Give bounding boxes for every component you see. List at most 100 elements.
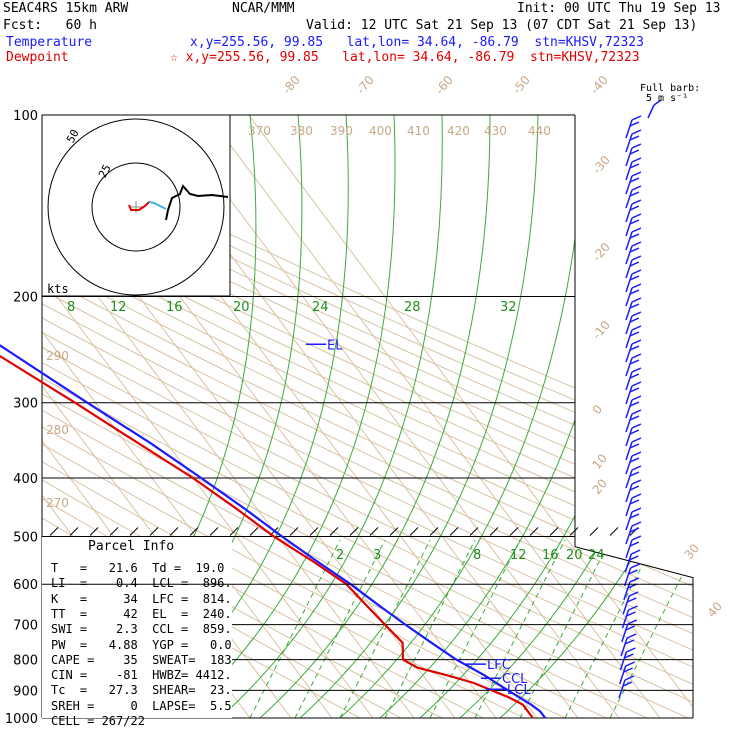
barb-flag bbox=[629, 485, 640, 491]
ground-hatch-8 bbox=[209, 527, 219, 536]
barb-flag bbox=[631, 325, 642, 331]
moist-adiabat-11 bbox=[499, 115, 693, 718]
barb-flag bbox=[629, 443, 640, 449]
mixing-ratio-lower-label-3: 12 bbox=[510, 548, 527, 563]
ground-hatch-5 bbox=[149, 527, 159, 536]
parcel-info-row: LI = 0.4 LCL = 896. bbox=[51, 576, 232, 591]
hodograph-unit-label: kts bbox=[47, 282, 69, 296]
barb-flag bbox=[629, 163, 640, 169]
ground-hatch-19 bbox=[429, 527, 439, 536]
barb-flag bbox=[631, 395, 642, 401]
hodograph-ring-25 bbox=[91, 162, 181, 252]
pressure-tick-label-300: 300 bbox=[13, 397, 38, 412]
barb-staff bbox=[625, 511, 633, 531]
ground-hatch-1 bbox=[69, 527, 79, 536]
barb-staff bbox=[625, 483, 633, 503]
mixing-ratio-lower-label-4: 16 bbox=[542, 548, 559, 563]
barb-staff bbox=[625, 287, 633, 307]
ground-hatch-6 bbox=[169, 527, 179, 536]
barb-flag bbox=[631, 185, 642, 191]
barb-flag bbox=[625, 625, 636, 631]
isotherm-label--60: -60 bbox=[433, 73, 456, 97]
parcel-info-row: SWI = 2.3 CCL = 859. bbox=[51, 622, 232, 637]
isotherm-label-30: 30 bbox=[682, 541, 703, 562]
barb-flag bbox=[631, 423, 642, 429]
ground-hatch-25 bbox=[549, 527, 559, 536]
dry-adiabat-340 bbox=[42, 115, 693, 718]
dewpoint-location-info: ☆ x,y=255.56, 99.85 lat,lon= 34.64, -86.… bbox=[170, 50, 640, 65]
barb-staff bbox=[625, 189, 633, 209]
el-marker-label: EL bbox=[327, 338, 343, 353]
isotherm-label-10: 10 bbox=[590, 451, 611, 472]
mixing-ratio-line-4 bbox=[429, 539, 521, 718]
valid-time: Valid: 12 UTC Sat 21 Sep 13 (07 CDT Sat … bbox=[306, 18, 698, 33]
dry-adiabat-380 bbox=[42, 115, 693, 718]
barb-flag bbox=[629, 191, 640, 197]
barb-flag bbox=[628, 605, 638, 611]
ground-hatch-26 bbox=[569, 527, 579, 536]
barb-flag bbox=[631, 297, 642, 303]
barb-staff bbox=[619, 651, 628, 671]
barb-flag bbox=[628, 591, 639, 597]
barb-flag bbox=[631, 437, 642, 443]
mixing-ratio-lower-label-5: 20 bbox=[566, 548, 583, 563]
barb-flag bbox=[629, 303, 640, 309]
mixing-ratio-label-8: 8 bbox=[67, 300, 75, 315]
isotherm-label-40: 40 bbox=[705, 599, 726, 620]
dry-adiabat-330 bbox=[42, 115, 689, 718]
ground-hatch-14 bbox=[329, 527, 339, 536]
barb-staff bbox=[625, 147, 633, 167]
pressure-tick-label-900: 900 bbox=[13, 684, 38, 699]
barb-flag bbox=[631, 255, 642, 261]
barb-staff bbox=[621, 623, 629, 643]
lfc-marker-label: LFC bbox=[487, 658, 511, 673]
barb-flag bbox=[631, 115, 642, 121]
barb-flag bbox=[631, 535, 642, 541]
barb-flag bbox=[629, 401, 640, 407]
barb-flag bbox=[629, 247, 640, 253]
barb-flag bbox=[629, 275, 640, 281]
dry-adiabat-460 bbox=[42, 115, 693, 718]
dry-adiabat-300 bbox=[42, 115, 566, 718]
moist-adiabat-3 bbox=[179, 115, 396, 718]
dry-adiabat-500 bbox=[42, 115, 693, 718]
mixing-ratio-line-1 bbox=[294, 539, 386, 718]
ground-hatch-16 bbox=[369, 527, 379, 536]
isotherm-label-0: 0 bbox=[590, 402, 606, 417]
barb-staff bbox=[625, 413, 633, 433]
barb-flag bbox=[629, 177, 640, 183]
theta-label-440: 440 bbox=[528, 124, 551, 138]
dry-adiabat-440 bbox=[42, 115, 693, 718]
barb-flag bbox=[628, 555, 639, 561]
isotherm-label-20: 20 bbox=[590, 476, 611, 497]
moist-adiabat-4 bbox=[219, 115, 443, 718]
barb-flag bbox=[629, 499, 640, 505]
barb-flag bbox=[630, 563, 640, 569]
barb-staff bbox=[625, 231, 633, 251]
barb-flag bbox=[629, 289, 640, 295]
parcel-info-background bbox=[42, 537, 232, 718]
isotherm-label--40: -40 bbox=[588, 73, 611, 97]
mixing-ratio-line-2 bbox=[339, 539, 431, 718]
barb-staff bbox=[625, 133, 633, 153]
barb-flag bbox=[629, 135, 640, 141]
barb-legend-units: 5 m s⁻¹ bbox=[646, 93, 689, 104]
barb-flag bbox=[631, 283, 642, 289]
barb-staff bbox=[625, 455, 633, 475]
barb-flag bbox=[631, 339, 642, 345]
mixing-ratio-line-5 bbox=[474, 539, 566, 718]
barb-flag bbox=[624, 653, 634, 659]
barb-flag bbox=[631, 143, 642, 149]
ground-hatch-18 bbox=[409, 527, 419, 536]
isotherm-40 bbox=[166, 115, 620, 718]
barb-staff bbox=[623, 567, 632, 587]
barb-flag bbox=[631, 213, 642, 219]
hodograph-trace-red bbox=[128, 201, 150, 211]
theta-label-270: 270 bbox=[46, 496, 69, 510]
dry-adiabat-470 bbox=[42, 115, 693, 718]
barb-flag bbox=[631, 493, 642, 499]
dry-adiabat-350 bbox=[42, 115, 693, 718]
barb-flag bbox=[629, 577, 640, 583]
pressure-tick-label-100: 100 bbox=[13, 109, 38, 124]
